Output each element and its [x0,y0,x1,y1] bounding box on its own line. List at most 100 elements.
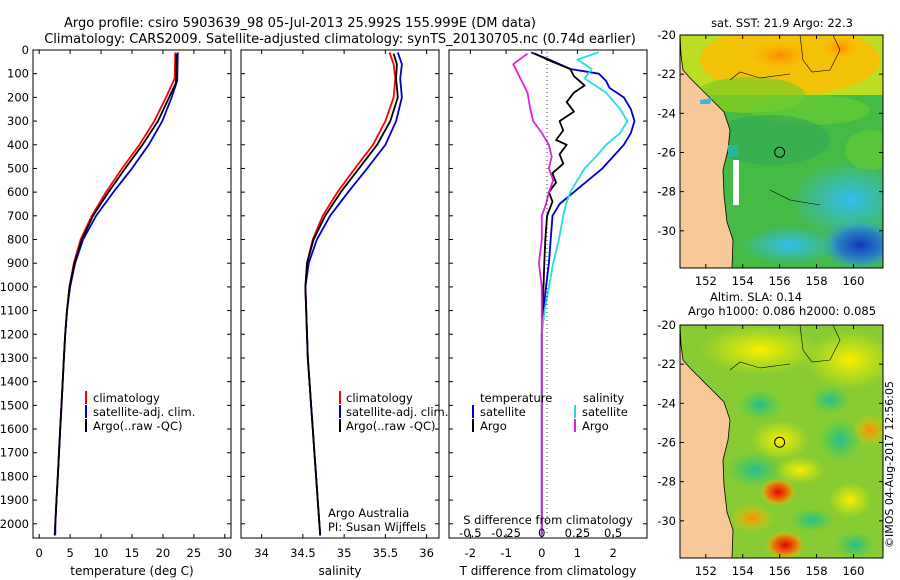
difference-lines [512,51,636,536]
map-y-tick-label: -30 [657,514,676,528]
legend-label-t-satellite: satellite [480,405,526,419]
y-tick-label: 100 [7,67,29,81]
y-tick-label: 900 [7,256,29,270]
map-x-tick-label: 158 [806,274,828,288]
map-y-tick-label: -22 [657,67,676,81]
difference-top-ticks: -0.5 -0.25 0 0.25 0.5 [459,526,622,540]
legend-heading-temperature: temperature [480,391,552,405]
y-tick-label: 0 [22,43,29,57]
legend-label-s-satellite: satellite [582,405,628,419]
x-tick-label: 5 [66,546,73,560]
salinity-legend: climatology satellite-adj. clim. Argo(..… [328,391,448,534]
x-tick-label: 20 [156,546,171,560]
top-tick-label: 0 [538,526,545,540]
y-tick-label: 400 [7,138,29,152]
header-line1: Argo profile: csiro 5903639_98 05-Jul-20… [64,16,536,31]
x-tick-label: -2 [465,546,476,560]
sst-map-argo-marker [774,146,786,158]
y-tick-label: 800 [7,233,29,247]
legend-label-t-argo: Argo [480,419,507,433]
salinity-lines [304,52,403,536]
map-y-tick-label: -26 [657,435,676,449]
y-tick-label: 2000 [0,517,29,531]
y-tick-label: 500 [7,161,29,175]
map-x-tick-label: 160 [842,564,864,578]
y-tick-label: 1400 [0,375,29,389]
legend-label-argo: Argo(..raw -QC) [93,419,183,433]
map-y-tick-label: -22 [657,357,676,371]
series-satellite [53,52,179,536]
y-tick-label: 300 [7,114,29,128]
temperature-lines [53,52,179,536]
legend-heading-salinity: salinity [583,391,624,405]
temperature-axes: 0100200300400500600700800900100011001200… [0,43,232,560]
temperature-xlabel: temperature (deg C) [70,564,193,578]
legend-label-climatology: climatology [93,391,160,405]
map-y-tick-label: -26 [657,145,676,159]
y-tick-label: 1600 [0,422,29,436]
top-tick-label: -0.5 [459,526,481,540]
difference-top-axis-label: S difference from climatology [463,513,633,527]
x-tick-label: 30 [217,546,232,560]
y-tick-label: 600 [7,185,29,199]
x-tick-label: 35 [337,546,352,560]
difference-legend: temperature satellite Argo salinity sate… [472,391,628,433]
top-tick-label: -0.25 [491,526,521,540]
y-tick-label: 1800 [0,469,29,483]
map-x-tick-label: 158 [806,564,828,578]
difference-axes: -2 -1 0 1 2 [449,49,647,560]
y-tick-label: 1100 [0,304,29,318]
y-tick-label: 1900 [0,493,29,507]
side-label: ©IMOS 04-Aug-2017 12:56:05 [883,381,896,548]
sla-map-argo-marker [774,436,786,448]
legend-label-argo: Argo(..raw -QC) [346,419,436,433]
map-x-tick-label: 152 [695,274,717,288]
sst-map-title: sat. SST: 21.9 Argo: 22.3 [711,16,853,30]
x-tick-label: 0 [36,546,43,560]
map-x-tick-label: 154 [732,274,754,288]
sla-map-field [680,325,883,558]
sst-map-field [680,35,883,268]
sla-map-axes: 152 154 156 158 160 -20 -22 -24 -26 -28 -30 [657,318,883,578]
x-tick-label: 10 [94,546,109,560]
sla-map-title-line2: Argo h1000: 0.086 h2000: 0.085 [688,304,876,318]
series-s-satellite [540,51,629,536]
map-y-tick-label: -20 [657,28,676,42]
sla-map-title-line1: Altim. SLA: 0.14 [710,290,802,304]
difference-plot-frame [448,49,648,539]
y-tick-label: 700 [7,209,29,223]
y-tick-label: 1700 [0,446,29,460]
x-tick-label: 36 [419,546,434,560]
top-tick-label: 0.25 [565,526,591,540]
annotation-argo-australia: Argo Australia [328,506,409,520]
sst-map-frame [679,34,884,269]
salinity-axes: 34 34.5 35 35.5 36 [241,49,439,560]
legend-label-satellite: satellite-adj. clim. [346,405,448,419]
map-x-tick-label: 156 [769,564,791,578]
map-y-tick-label: -28 [657,475,676,489]
x-tick-label: 1 [574,546,581,560]
map-x-tick-label: 160 [842,274,864,288]
x-tick-label: 34.5 [290,546,316,560]
map-y-tick-label: -24 [657,106,676,120]
difference-xlabel: T difference from climatology [459,564,637,578]
x-tick-label: 25 [187,546,202,560]
top-tick-label: 0.5 [604,526,622,540]
sst-map-axes: 152 154 156 158 160 -20 -22 -24 -26 -28 -30 [657,28,883,288]
map-y-tick-label: -30 [657,224,676,238]
map-y-tick-label: -20 [657,318,676,332]
x-tick-label: 34 [254,546,269,560]
y-tick-label: 200 [7,90,29,104]
salinity-xlabel: salinity [318,564,361,578]
y-tick-label: 1000 [0,280,29,294]
map-x-tick-label: 156 [769,274,791,288]
y-tick-label: 1300 [0,351,29,365]
sla-map-frame [679,324,884,559]
series-climatology [53,52,177,536]
temperature-legend: climatology satellite-adj. clim. Argo(..… [85,391,195,433]
series-climatology [304,52,397,536]
map-x-tick-label: 152 [695,564,717,578]
x-tick-label: 0 [538,546,545,560]
x-tick-label: 35.5 [373,546,399,560]
